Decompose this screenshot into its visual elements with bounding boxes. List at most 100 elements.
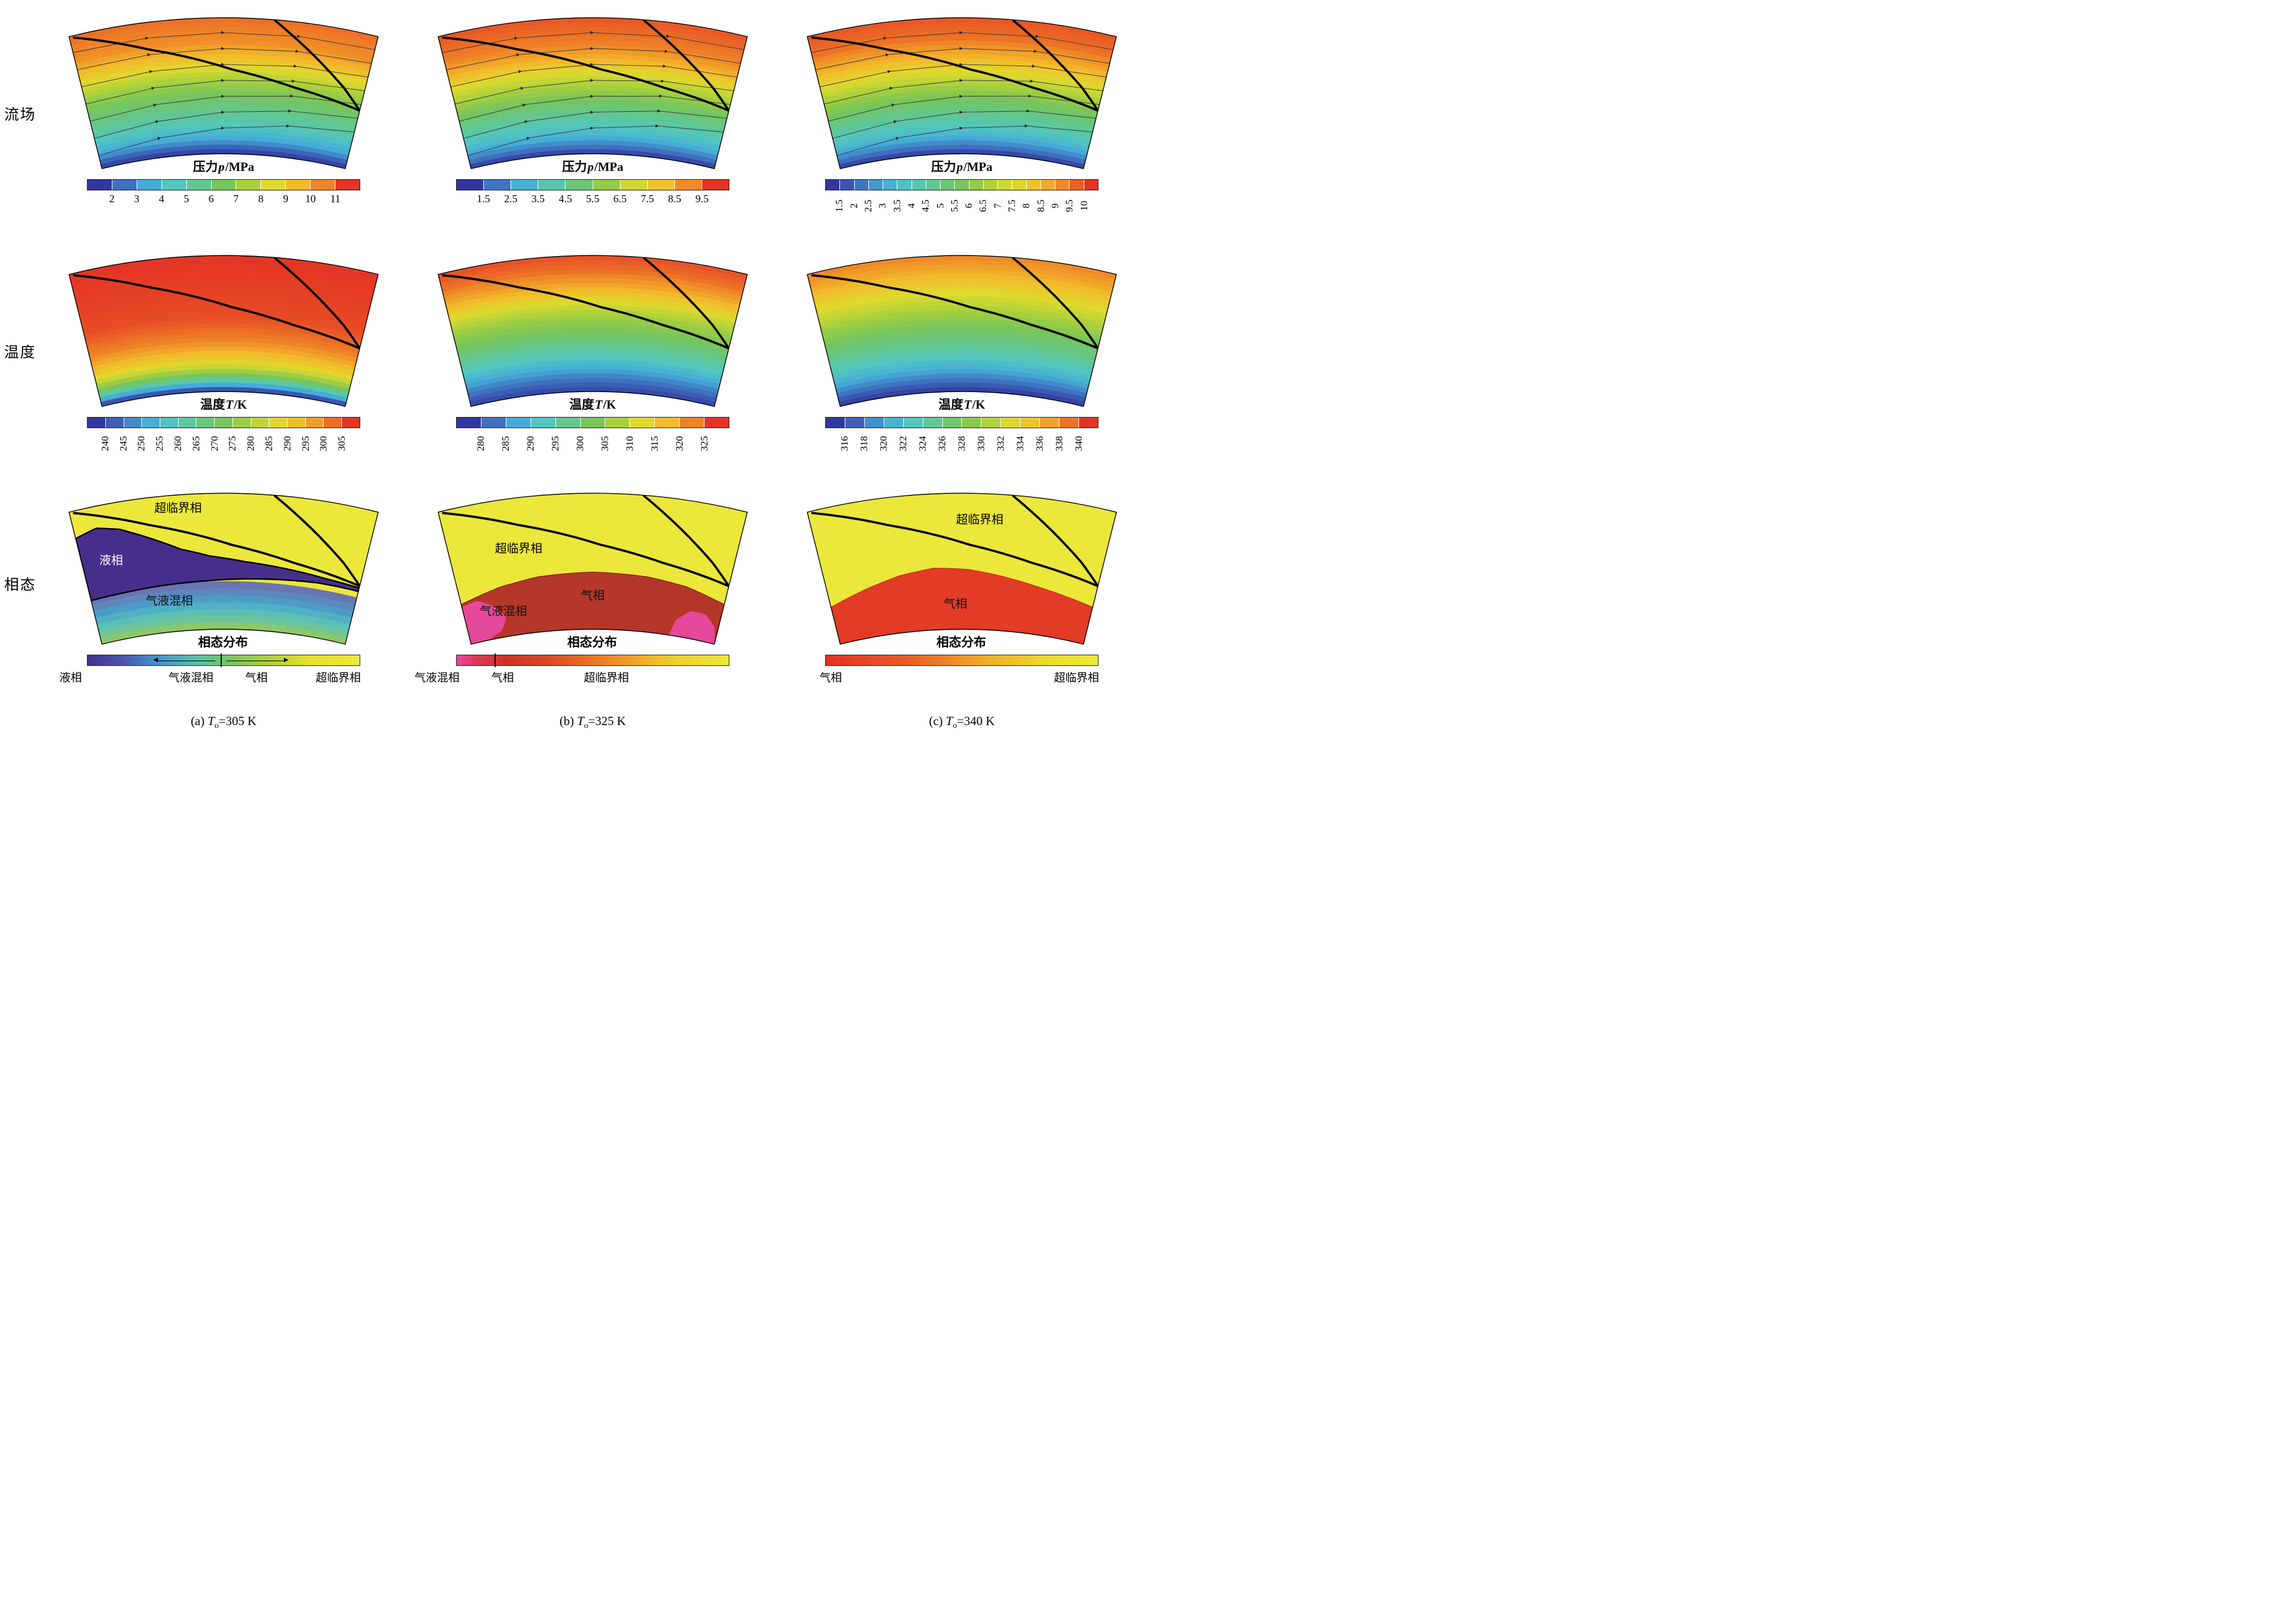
contour-band bbox=[466, 135, 719, 156]
colorbar-block bbox=[941, 180, 955, 190]
contour-band bbox=[463, 359, 722, 380]
colorbar-block bbox=[511, 180, 539, 190]
blade-outline bbox=[274, 19, 361, 112]
colorbar-tick-label: 295 bbox=[550, 436, 561, 451]
contour-band bbox=[98, 377, 349, 398]
contour-band bbox=[467, 139, 718, 160]
colorbar-block bbox=[88, 180, 113, 190]
contour-band bbox=[831, 354, 1093, 376]
colorbar-block bbox=[311, 180, 336, 190]
streamline bbox=[94, 109, 358, 139]
colorbar-block bbox=[630, 418, 655, 428]
region-label: 液相 bbox=[99, 554, 123, 567]
contour-band bbox=[817, 295, 1107, 319]
colorbar-block bbox=[261, 180, 286, 190]
contour-band bbox=[86, 327, 361, 350]
mixture-stripe-band bbox=[96, 608, 351, 631]
colorbar-block bbox=[196, 418, 215, 428]
contour-band bbox=[816, 53, 1108, 77]
colorbar-tick-label: 9 bbox=[283, 193, 289, 205]
mixture-stripe-band bbox=[92, 588, 356, 612]
blade-outline bbox=[1012, 257, 1099, 350]
panel-temp-c: 温度T/K 316 318 320 322 324 326 328 330 332 334 336 3… bbox=[777, 244, 1146, 459]
contour-band bbox=[101, 148, 347, 169]
contour-band bbox=[445, 286, 740, 310]
colorbar-tick-label: 320 bbox=[878, 436, 890, 451]
colorbar-tick-label: 4 bbox=[159, 193, 164, 205]
streamline bbox=[828, 94, 1100, 122]
streamline bbox=[832, 109, 1096, 139]
colorbar: 316 318 320 322 324 326 328 330 332 334 336 338 340 bbox=[825, 417, 1098, 459]
streamline bbox=[459, 94, 731, 122]
colorbar-legend: 气相 超临界相 bbox=[819, 668, 1099, 685]
blade-outline bbox=[274, 494, 361, 587]
streamline bbox=[454, 79, 734, 105]
colorbar-block bbox=[342, 418, 360, 428]
colorbar-tick-label: 5 bbox=[934, 203, 946, 209]
colorbar-block bbox=[897, 180, 912, 190]
colorbar-mount: 气液混相 气相 超临界相 bbox=[408, 654, 777, 685]
contour-band bbox=[70, 21, 377, 46]
panel-phase-a: 超临界相 液相 气液混相 相态分布 ◀ ▶ 液相 气液混相 气相 超临界相 bbox=[39, 481, 408, 685]
contour-band bbox=[85, 322, 362, 345]
contour-band bbox=[823, 85, 1100, 108]
colorbar-block bbox=[484, 180, 512, 190]
region-label: 气液混相 bbox=[146, 594, 193, 608]
colorbar-block bbox=[998, 180, 1013, 190]
colorbar-block bbox=[269, 418, 288, 428]
colorbar-block bbox=[854, 180, 869, 190]
colorbar-block bbox=[531, 418, 556, 428]
colorbar-block bbox=[566, 180, 593, 190]
colorbar-legend-label: 气相 bbox=[491, 672, 514, 684]
colorbar-tick-label: 9.5 bbox=[695, 193, 709, 205]
colorbar-tick-label: 5.5 bbox=[586, 193, 600, 205]
colorbar-tick-label: 250 bbox=[135, 436, 147, 451]
contour-band bbox=[470, 148, 716, 169]
contour-band bbox=[826, 336, 1097, 358]
contour-band bbox=[450, 305, 736, 328]
mixture-stripe-band bbox=[95, 601, 352, 625]
colorbar-bar bbox=[87, 179, 360, 190]
sector-outline bbox=[68, 493, 379, 645]
colorbar-tick-label: 8 bbox=[1020, 203, 1032, 209]
colorbar-bar bbox=[456, 417, 729, 428]
colorbar-block bbox=[482, 418, 506, 428]
streamline bbox=[85, 79, 365, 105]
colorbar-block bbox=[705, 418, 729, 428]
colorbar-block bbox=[826, 180, 841, 190]
colorbar-block bbox=[903, 418, 923, 428]
colorbar-tick-label: 255 bbox=[154, 436, 166, 451]
colorbar-tick-label: 325 bbox=[698, 436, 710, 451]
colorbar-tick-label: 7.5 bbox=[1006, 199, 1018, 212]
colorbar-tick-label: 10 bbox=[1078, 200, 1090, 211]
sector-outline bbox=[806, 17, 1117, 170]
contour-band bbox=[838, 144, 1086, 164]
contour-band bbox=[820, 309, 1104, 332]
colorbar-tick-label: 5.5 bbox=[948, 199, 960, 212]
phase-plot-a: 超临界相 液相 气液混相 相态分布 bbox=[58, 481, 389, 652]
colorbar-tick-label: 290 bbox=[281, 436, 293, 451]
colorbar-tick-label: 270 bbox=[208, 436, 220, 451]
colorbar-block bbox=[324, 418, 342, 428]
mixture-stripe-band bbox=[98, 615, 349, 638]
mixture-stripe-band bbox=[93, 594, 354, 618]
colorbar-block bbox=[215, 418, 233, 428]
colorbar-ticks: 316 318 320 322 324 326 328 330 332 334 336 338 340 bbox=[825, 428, 1098, 459]
colorbar-block bbox=[845, 418, 865, 428]
colorbar-tick-label: 1.5 bbox=[833, 199, 845, 212]
contour-band bbox=[828, 103, 1096, 125]
streamline bbox=[442, 31, 744, 53]
colorbar-block bbox=[864, 418, 884, 428]
colorbar-mount: ◀ ▶ 液相 气液混相 气相 超临界相 bbox=[39, 654, 408, 685]
colorbar-tick-label: 285 bbox=[500, 436, 512, 451]
colorbar-legend-label: 超临界相 bbox=[584, 672, 629, 684]
streamline bbox=[811, 31, 1113, 53]
colorbar-block bbox=[142, 418, 160, 428]
contour-band bbox=[470, 386, 716, 407]
colorbar-block bbox=[124, 418, 143, 428]
colorbar-block bbox=[1012, 180, 1027, 190]
colorbar-block bbox=[926, 180, 941, 190]
contour-band bbox=[810, 268, 1113, 292]
contour-band bbox=[828, 341, 1096, 363]
streamline bbox=[77, 47, 372, 70]
